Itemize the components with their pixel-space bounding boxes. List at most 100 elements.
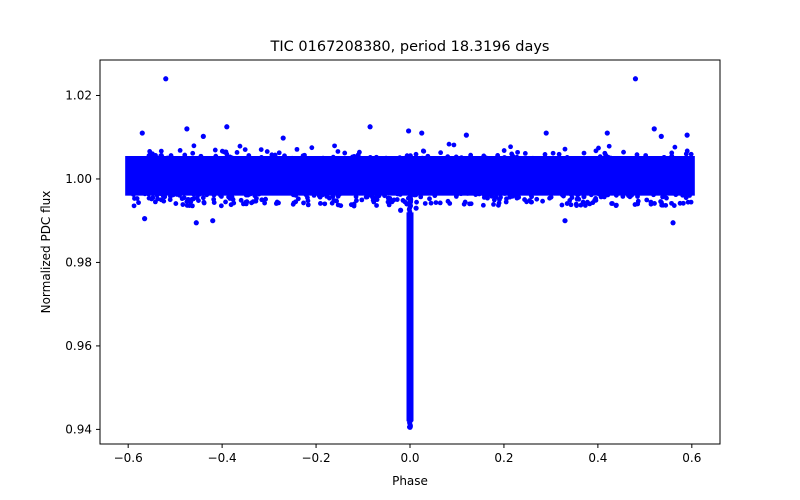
data-point [459, 157, 465, 163]
data-point [680, 171, 686, 177]
data-point [542, 181, 548, 187]
data-point [142, 167, 148, 173]
data-point [407, 396, 413, 402]
data-point [560, 180, 566, 186]
data-point [439, 180, 445, 186]
data-point [214, 159, 220, 164]
data-point [599, 185, 605, 191]
data-point [373, 165, 379, 170]
data-point [344, 158, 350, 164]
data-point [359, 197, 365, 203]
data-point [407, 412, 413, 418]
data-point [255, 179, 261, 185]
data-point [324, 193, 330, 199]
data-point [191, 143, 197, 149]
data-point [631, 170, 637, 176]
data-point [669, 150, 675, 156]
data-point [218, 168, 224, 174]
data-point [673, 187, 678, 193]
data-point [319, 174, 325, 179]
data-point [183, 169, 189, 175]
data-point [635, 194, 640, 199]
data-point [219, 172, 225, 177]
data-point [620, 181, 626, 187]
data-point [568, 189, 574, 195]
outlier-point [604, 130, 610, 136]
data-point [344, 168, 350, 174]
data-point [569, 181, 575, 186]
data-point [174, 161, 179, 166]
data-point [410, 177, 415, 183]
data-point [229, 184, 235, 190]
data-point [338, 164, 343, 170]
data-point [263, 196, 268, 202]
data-point [312, 160, 318, 166]
data-point [375, 169, 381, 175]
data-point [363, 187, 369, 193]
data-point [224, 151, 230, 157]
data-point [581, 150, 587, 156]
data-point [275, 156, 281, 162]
data-point [461, 176, 466, 181]
data-point [174, 170, 180, 176]
data-point [163, 184, 169, 190]
data-point [264, 169, 269, 175]
data-point [155, 196, 161, 202]
data-point [242, 147, 248, 153]
data-point [418, 194, 424, 200]
data-point [212, 167, 218, 173]
data-point [469, 186, 474, 192]
data-point [564, 155, 570, 160]
data-point [133, 180, 139, 186]
data-point [146, 176, 152, 182]
data-point [196, 175, 202, 181]
data-point [472, 169, 478, 175]
data-point [595, 166, 601, 171]
data-point [243, 201, 249, 207]
data-point [575, 160, 581, 165]
data-point [433, 171, 439, 176]
data-point [497, 165, 502, 171]
data-point [403, 180, 409, 186]
data-point [580, 162, 586, 168]
data-point [247, 191, 253, 197]
data-point [520, 161, 526, 167]
outlier-point [210, 218, 216, 224]
data-point [287, 161, 293, 167]
data-point [556, 179, 562, 185]
data-point [240, 158, 245, 163]
data-point [212, 147, 218, 153]
data-point [660, 172, 666, 178]
data-point [406, 265, 412, 271]
data-point [406, 246, 412, 252]
data-point [138, 160, 144, 166]
data-point [604, 165, 610, 171]
data-point [529, 194, 534, 200]
data-point [337, 184, 343, 190]
data-point [502, 155, 507, 160]
data-point [481, 182, 487, 188]
data-point [314, 172, 320, 178]
data-point [451, 169, 457, 175]
data-point [660, 194, 665, 200]
data-point [183, 161, 188, 167]
data-point [319, 180, 325, 185]
data-point [254, 195, 259, 201]
data-point [424, 162, 430, 168]
data-point [515, 175, 520, 181]
data-point [406, 297, 412, 303]
data-point [419, 155, 425, 161]
data-point [238, 197, 244, 203]
data-point [194, 189, 199, 195]
data-point [376, 175, 382, 181]
data-point [679, 159, 685, 165]
data-point [670, 180, 676, 186]
data-point [548, 186, 553, 192]
data-point [128, 180, 133, 186]
data-point [681, 178, 686, 184]
data-point [445, 154, 451, 160]
data-point [406, 176, 412, 181]
data-point [669, 200, 674, 206]
data-point [179, 196, 185, 202]
